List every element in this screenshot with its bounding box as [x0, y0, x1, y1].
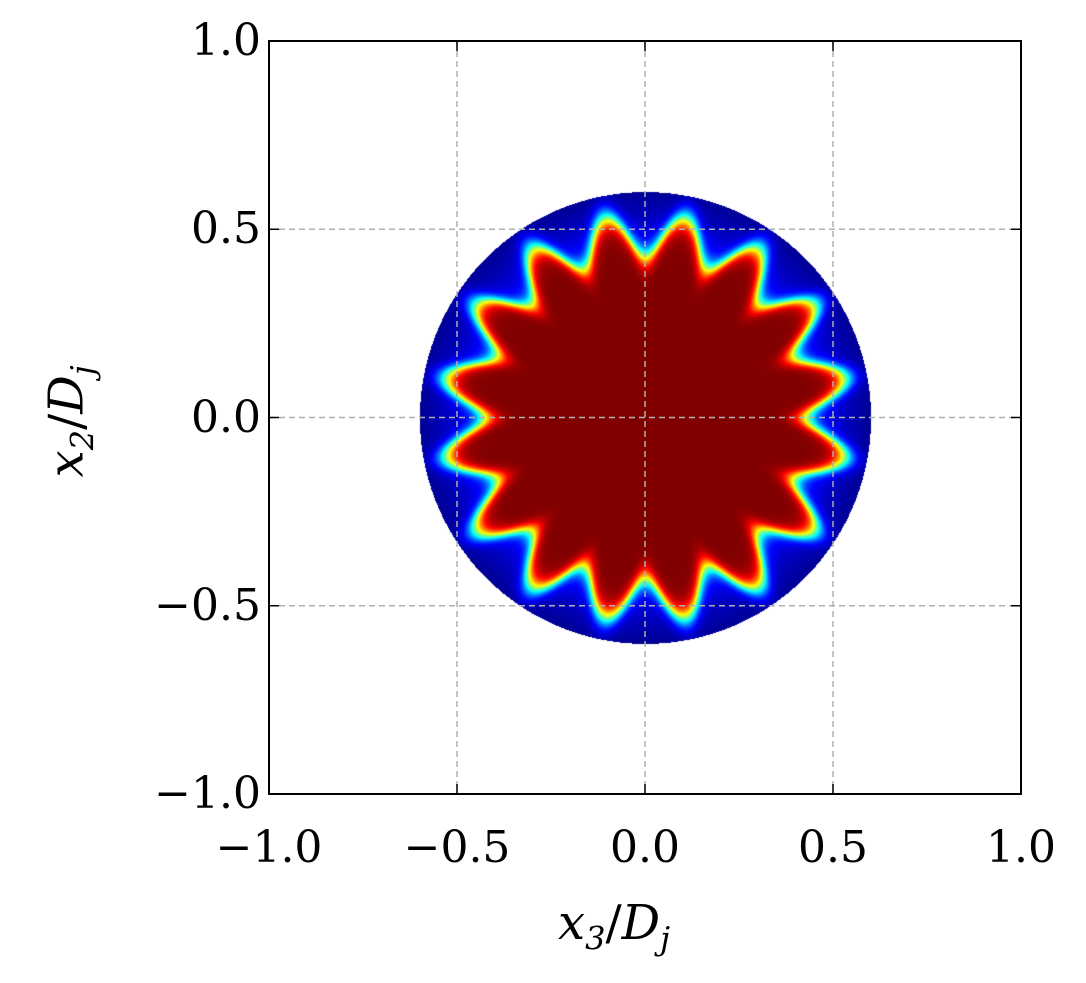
x-tick-label: 1.0 [986, 822, 1056, 873]
y-tick-label: 1.0 [191, 15, 261, 66]
axes [268, 40, 1022, 795]
y-axis-label: x2/Dj [38, 365, 102, 478]
x-tick-label: 0.5 [798, 822, 868, 873]
x-tick-label: −0.5 [403, 822, 511, 873]
x-tick-label: 0.0 [610, 822, 680, 873]
y-tick-label: 0.0 [191, 391, 261, 443]
y-tick-label: −1.0 [154, 768, 261, 819]
plot-area [268, 40, 1022, 795]
y-tick-label: −0.5 [154, 579, 261, 631]
x-axis-label: x3/Dj [558, 895, 671, 958]
y-tick-label: 0.5 [191, 203, 261, 255]
x-tick-label: −1.0 [215, 822, 323, 873]
